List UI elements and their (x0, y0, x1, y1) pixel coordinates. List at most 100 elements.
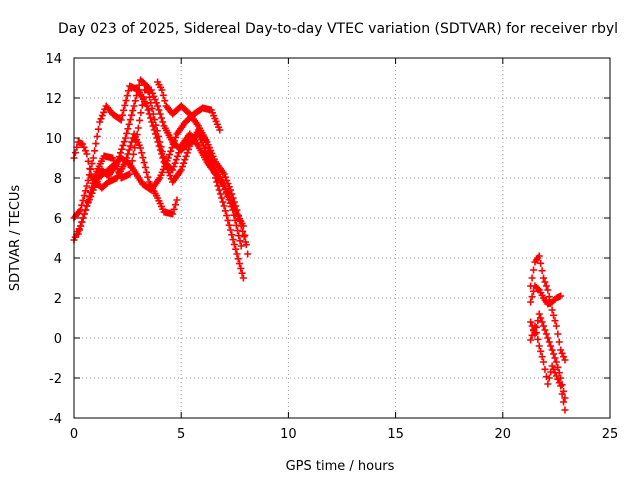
chart-title: Day 023 of 2025, Sidereal Day-to-day VTE… (58, 21, 618, 37)
data-point (178, 163, 186, 171)
data-point (550, 311, 558, 319)
data-point (535, 310, 543, 318)
data-point (537, 314, 545, 322)
data-point (134, 124, 142, 132)
data-point (85, 193, 93, 201)
data-point (131, 144, 139, 152)
data-point (71, 149, 79, 157)
data-point (528, 274, 536, 282)
data-point (123, 154, 131, 162)
data-point (557, 346, 565, 354)
data-point (113, 160, 121, 168)
data-point (561, 356, 569, 364)
data-point (130, 102, 138, 110)
data-point (132, 137, 140, 145)
data-point (555, 338, 563, 346)
data-point (156, 110, 164, 118)
data-point (226, 199, 234, 207)
data-point (225, 196, 233, 204)
series-track-6 (154, 78, 250, 246)
data-point (220, 170, 228, 178)
data-point (544, 380, 552, 388)
data-point (545, 293, 553, 301)
series-track-5 (91, 76, 247, 282)
data-point (185, 145, 193, 153)
data-point (98, 112, 106, 120)
data-point (127, 163, 135, 171)
data-point (81, 147, 89, 155)
data-point (223, 189, 231, 197)
data-point (82, 187, 90, 195)
data-point (79, 140, 87, 148)
data-point (139, 94, 147, 102)
data-point (149, 110, 157, 118)
grid-lines (74, 58, 610, 418)
data-point (214, 182, 222, 190)
data-point (554, 330, 562, 338)
data-point (171, 201, 179, 209)
data-point (115, 153, 123, 161)
data-point (148, 104, 156, 112)
data-point (117, 116, 125, 124)
data-point (230, 240, 238, 248)
data-point (236, 217, 244, 225)
data-point (143, 82, 151, 90)
data-point (220, 202, 228, 210)
data-point (159, 118, 167, 126)
series-track-8 (527, 282, 565, 308)
data-point (209, 164, 217, 172)
data-point (161, 97, 169, 105)
data-point (174, 152, 182, 160)
data-point (547, 342, 555, 350)
data-point (137, 109, 145, 117)
data-point (527, 318, 535, 326)
data-point (240, 233, 248, 241)
data-point (530, 266, 538, 274)
data-point (225, 221, 233, 229)
data-point (97, 115, 105, 123)
data-point (541, 278, 549, 286)
data-point (133, 92, 141, 100)
data-point (555, 369, 563, 377)
data-point (551, 317, 559, 325)
data-point (128, 157, 136, 165)
data-point (538, 318, 546, 326)
data-point (233, 206, 241, 214)
data-point (138, 149, 146, 157)
data-point (118, 111, 126, 119)
data-point (235, 232, 243, 240)
data-point (161, 157, 169, 165)
data-point (236, 260, 244, 268)
data-point (538, 353, 546, 361)
data-point (224, 192, 232, 200)
data-point (239, 227, 247, 235)
data-point (88, 160, 96, 168)
data-point (87, 165, 95, 173)
data-point (230, 198, 238, 206)
data-point (87, 188, 95, 196)
data-point (234, 255, 242, 263)
data-point (82, 206, 90, 214)
data-point (84, 197, 92, 205)
x-tick-label: 20 (495, 427, 512, 442)
data-point (236, 237, 244, 245)
data-point (96, 118, 104, 126)
data-point (94, 125, 102, 133)
data-point (183, 149, 191, 157)
data-point (135, 81, 143, 89)
data-point (134, 86, 142, 94)
data-point (80, 192, 88, 200)
data-point (129, 150, 137, 158)
data-point (218, 194, 226, 202)
data-point (79, 214, 87, 222)
data-point (74, 230, 82, 238)
data-point (117, 149, 125, 157)
x-tick-label: 5 (177, 427, 185, 442)
data-point (128, 138, 136, 146)
data-point (125, 146, 133, 154)
data-point (131, 97, 139, 105)
data-point (221, 173, 229, 181)
y-axis-label: SDTVAR / TECUs (8, 185, 23, 292)
data-point (144, 173, 152, 181)
